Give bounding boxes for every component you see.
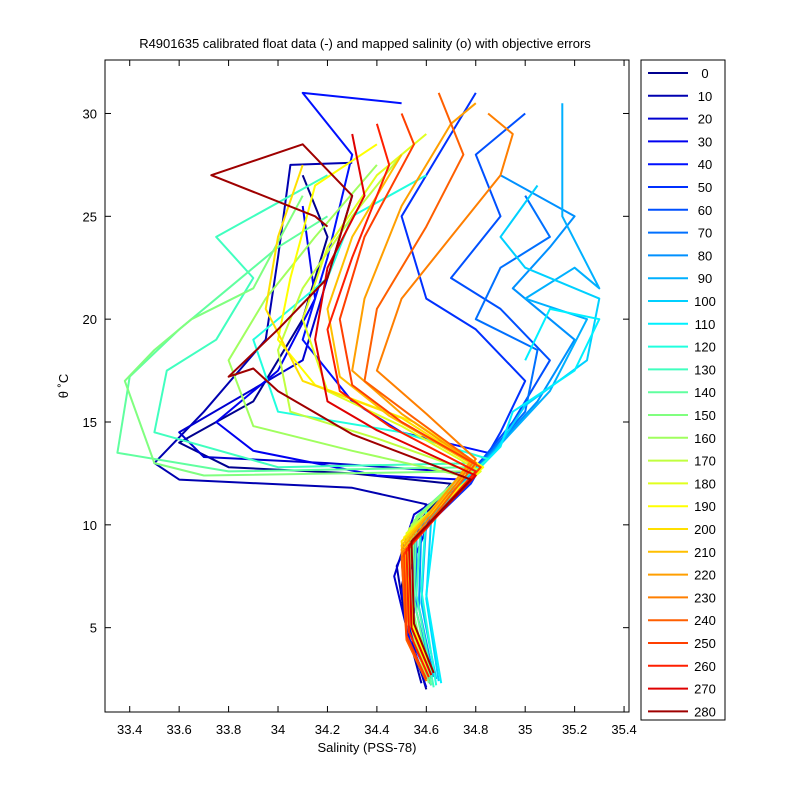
x-tick-label: 34.4	[364, 722, 389, 737]
legend-label: 130	[694, 362, 716, 377]
series-line-60	[413, 112, 551, 678]
legend-label: 210	[694, 545, 716, 560]
legend-label: 110	[695, 317, 716, 332]
chart-title: R4901635 calibrated float data (-) and m…	[139, 36, 591, 51]
legend-label: 60	[698, 203, 712, 218]
x-tick-label: 34.8	[463, 722, 488, 737]
legend-label: 280	[694, 704, 716, 719]
series-line-200	[264, 164, 477, 674]
legend-label: 30	[698, 134, 712, 149]
x-tick-label: 33.8	[216, 722, 241, 737]
x-tick-label: 33.4	[117, 722, 142, 737]
legend-label: 80	[698, 248, 712, 263]
series-line-260	[326, 123, 477, 678]
series-line-250	[338, 113, 482, 680]
legend-label: 270	[694, 682, 716, 697]
series-line-150	[123, 195, 467, 684]
series-line-90	[420, 103, 601, 680]
x-axis-label: Salinity (PSS-78)	[318, 740, 417, 755]
series-line-10	[153, 161, 428, 684]
legend-label: 150	[694, 408, 716, 423]
x-tick-label: 34	[271, 722, 285, 737]
series-line-280	[210, 143, 472, 674]
series-line-120	[252, 174, 490, 686]
legend-label: 10	[698, 89, 712, 104]
series-line-70	[415, 195, 551, 676]
series-line-140	[116, 215, 472, 686]
y-tick-label: 20	[83, 312, 97, 327]
series-line-80	[417, 174, 576, 678]
legend-label: 250	[694, 636, 716, 651]
legend-label: 160	[694, 431, 716, 446]
legend-label: 200	[694, 522, 716, 537]
x-tick-label: 35	[518, 722, 532, 737]
legend-label: 140	[694, 385, 716, 400]
legend-label: 120	[694, 340, 716, 355]
legend-label: 220	[694, 568, 716, 583]
legend-label: 90	[698, 271, 712, 286]
legend-label: 180	[694, 476, 716, 491]
x-tick-label: 35.4	[611, 722, 636, 737]
legend-label: 0	[701, 66, 708, 81]
legend-label: 190	[694, 499, 716, 514]
series-line-110	[425, 307, 601, 684]
series-line-270	[314, 133, 477, 676]
legend-label: 170	[694, 454, 716, 469]
y-tick-label: 15	[83, 415, 97, 430]
y-tick-label: 25	[83, 209, 97, 224]
y-tick-label: 5	[90, 621, 97, 636]
legend-label: 20	[698, 112, 712, 127]
x-tick-label: 34.2	[315, 722, 340, 737]
legend-label: 50	[698, 180, 712, 195]
y-tick-label: 10	[83, 518, 97, 533]
legend-label: 70	[698, 226, 712, 241]
series-line-20	[178, 195, 477, 688]
series-line-240	[363, 92, 477, 682]
legend-label: 230	[694, 590, 716, 605]
legend-label: 40	[698, 157, 712, 172]
y-axis-label: θ ˚C	[56, 374, 71, 399]
x-tick-label: 35.2	[562, 722, 587, 737]
series-line-130	[153, 174, 477, 688]
legend-box	[640, 59, 726, 721]
legend-label: 100	[694, 294, 716, 309]
x-tick-label: 33.6	[166, 722, 191, 737]
plot-area-frame	[104, 59, 630, 713]
x-tick-label: 34.6	[414, 722, 439, 737]
legend-label: 240	[694, 613, 716, 628]
y-tick-label: 30	[83, 106, 97, 121]
legend-label: 260	[694, 659, 716, 674]
